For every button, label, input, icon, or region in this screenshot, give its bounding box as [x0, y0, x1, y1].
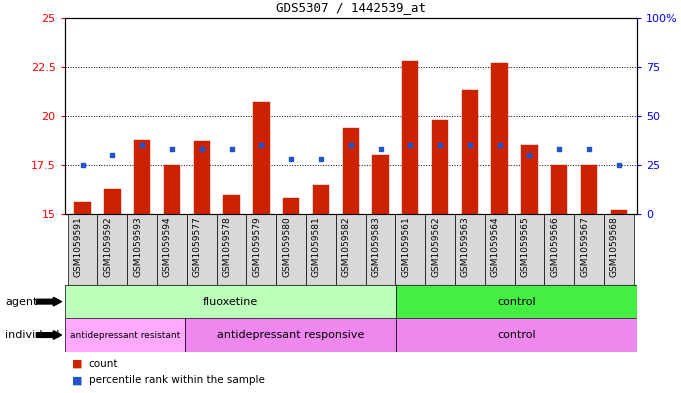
Text: antidepressant responsive: antidepressant responsive	[217, 330, 364, 340]
Text: individual: individual	[5, 330, 60, 340]
Bar	[343, 128, 359, 214]
Point	[345, 142, 356, 149]
Bar	[611, 210, 627, 214]
Point	[554, 146, 565, 152]
Point	[137, 142, 148, 149]
Bar	[336, 214, 366, 285]
Text: GSM1059594: GSM1059594	[163, 216, 172, 277]
Bar	[247, 214, 276, 285]
Bar	[373, 155, 389, 214]
Bar	[485, 214, 515, 285]
Text: GSM1059580: GSM1059580	[282, 216, 291, 277]
Text: GSM1059578: GSM1059578	[223, 216, 232, 277]
Text: control: control	[497, 297, 536, 307]
Text: GSM1059581: GSM1059581	[312, 216, 321, 277]
Text: GSM1059591: GSM1059591	[74, 216, 82, 277]
Text: GSM1059582: GSM1059582	[342, 216, 351, 277]
Point	[77, 162, 88, 168]
Bar	[551, 165, 567, 214]
Bar	[544, 214, 574, 285]
Bar	[65, 318, 185, 352]
Bar	[521, 145, 538, 214]
Point	[256, 142, 267, 149]
Bar	[163, 165, 180, 214]
Bar	[276, 214, 306, 285]
Bar	[157, 214, 187, 285]
Text: GSM1059568: GSM1059568	[610, 216, 619, 277]
Bar	[74, 202, 91, 214]
Bar	[223, 195, 240, 214]
Point	[285, 156, 296, 162]
Text: antidepressant resistant: antidepressant resistant	[69, 331, 180, 340]
Point	[196, 146, 207, 152]
Bar	[306, 214, 336, 285]
Point	[405, 142, 415, 149]
Text: GSM1059564: GSM1059564	[491, 216, 500, 277]
Text: GSM1059567: GSM1059567	[580, 216, 589, 277]
Text: fluoxetine: fluoxetine	[203, 297, 258, 307]
Text: GSM1059561: GSM1059561	[401, 216, 410, 277]
Point	[226, 146, 237, 152]
Bar	[396, 318, 637, 352]
Bar	[134, 140, 151, 214]
Point	[166, 146, 177, 152]
Text: GSM1059565: GSM1059565	[520, 216, 529, 277]
Bar	[462, 90, 478, 214]
Bar	[455, 214, 485, 285]
Bar	[574, 214, 604, 285]
Point	[434, 142, 445, 149]
Bar	[97, 214, 127, 285]
Text: GSM1059563: GSM1059563	[461, 216, 470, 277]
Bar	[104, 189, 121, 214]
Bar	[492, 63, 508, 214]
Text: agent: agent	[5, 297, 37, 307]
Bar	[604, 214, 634, 285]
Text: count: count	[89, 358, 118, 369]
Text: ■: ■	[72, 375, 82, 385]
Bar	[283, 198, 300, 214]
Bar	[313, 185, 329, 214]
Bar	[253, 102, 270, 214]
Text: GSM1059562: GSM1059562	[431, 216, 440, 277]
Bar	[581, 165, 597, 214]
Text: GSM1059566: GSM1059566	[550, 216, 559, 277]
Point	[464, 142, 475, 149]
Point	[584, 146, 595, 152]
Point	[524, 152, 535, 158]
Bar	[425, 214, 455, 285]
Text: GSM1059577: GSM1059577	[193, 216, 202, 277]
Bar	[515, 214, 544, 285]
Text: control: control	[497, 330, 536, 340]
Bar	[402, 61, 419, 214]
Point	[375, 146, 386, 152]
Bar	[366, 214, 396, 285]
Text: GSM1059593: GSM1059593	[133, 216, 142, 277]
Bar	[432, 120, 448, 214]
Text: GSM1059579: GSM1059579	[253, 216, 262, 277]
Text: GSM1059592: GSM1059592	[104, 216, 112, 277]
Point	[494, 142, 505, 149]
Bar	[67, 214, 97, 285]
Point	[614, 162, 624, 168]
Bar	[127, 214, 157, 285]
Point	[107, 152, 118, 158]
Text: GDS5307 / 1442539_at: GDS5307 / 1442539_at	[276, 1, 426, 14]
Bar	[396, 285, 637, 318]
Bar	[65, 285, 396, 318]
Text: GSM1059583: GSM1059583	[372, 216, 381, 277]
Point	[315, 156, 326, 162]
Bar	[217, 214, 247, 285]
Text: percentile rank within the sample: percentile rank within the sample	[89, 375, 264, 385]
Text: ■: ■	[72, 358, 82, 369]
Bar	[193, 141, 210, 214]
Bar	[187, 214, 217, 285]
Bar	[185, 318, 396, 352]
Bar	[396, 214, 425, 285]
